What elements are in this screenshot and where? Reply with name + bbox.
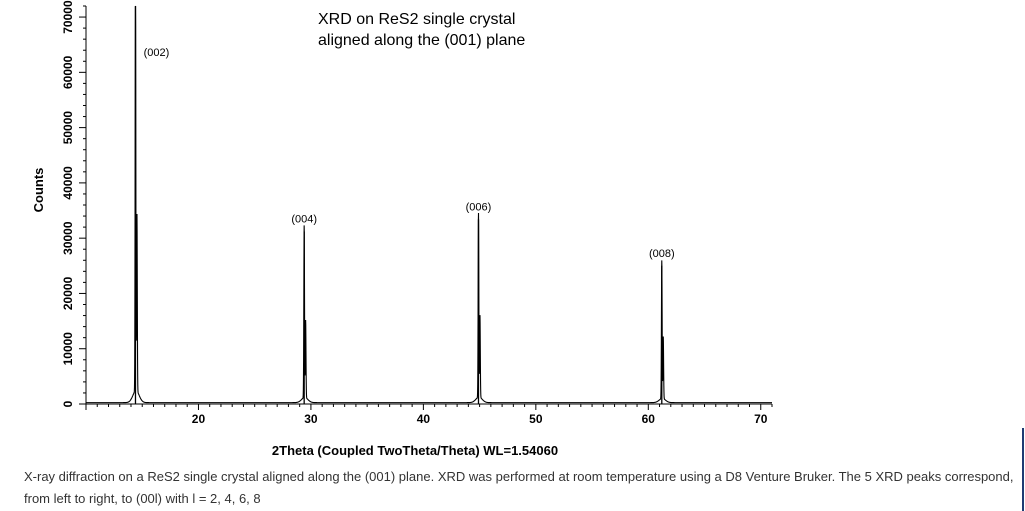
peak-label: (008) [649,248,675,260]
x-axis-title: 2Theta (Coupled TwoTheta/Theta) WL=1.540… [272,443,558,458]
y-tick-label: 30000 [61,221,75,255]
data-series: (002) (004) (006) (008) [86,5,772,404]
scroll-edge-indicator [1022,428,1024,511]
y-tick-label: 60000 [61,55,75,89]
y-tick-label: 0 [61,400,75,407]
x-tick-label: 30 [304,412,318,426]
x-tick-label: 60 [642,412,656,426]
peak-label: (002) [144,47,170,59]
axes: 20 30 40 50 60 70 0 10000 20000 30000 40000 50000 60… [61,0,773,426]
x-tick-label: 40 [417,412,431,426]
x-tick-label: 70 [754,412,768,426]
x-tick-label: 20 [192,412,206,426]
y-axis-title: Counts [31,168,46,213]
y-tick-label: 40000 [61,166,75,200]
figure-caption: X-ray diffraction on a ReS2 single cryst… [24,469,1014,506]
x-tick-label: 50 [529,412,543,426]
peak-label: (004) [291,214,317,226]
chart-title-line-2: aligned along the (001) plane [318,32,525,49]
y-tick-label: 10000 [61,332,75,366]
xrd-chart: XRD on ReS2 single crystal aligned along… [31,0,773,458]
peak-label: (006) [466,201,492,213]
xrd-pattern-line [86,5,772,404]
y-tick-label: 50000 [61,111,75,145]
chart-title-line-1: XRD on ReS2 single crystal [318,11,515,28]
y-tick-label: 70000 [61,0,75,34]
y-tick-label: 20000 [61,276,75,310]
